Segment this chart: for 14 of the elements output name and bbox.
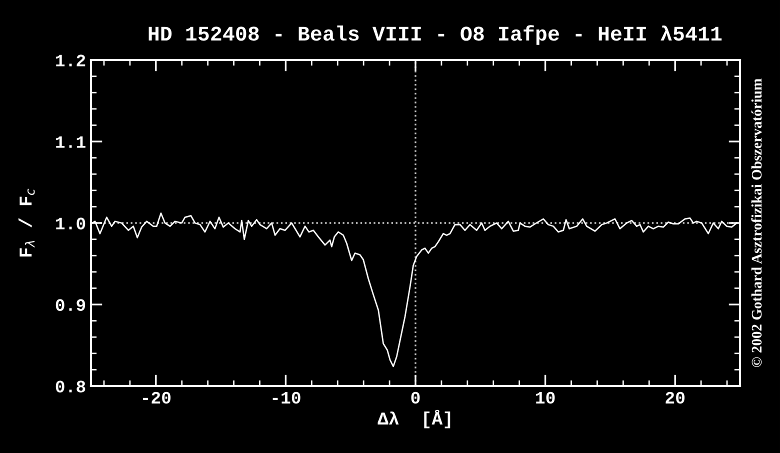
x-tick-label: -20: [143, 392, 171, 404]
y-tick-label: 1.1: [56, 136, 86, 148]
text: © 2002 Gothard Asztrofizikai Obszervatórium: [751, 78, 762, 368]
x-tick-label: 0: [411, 392, 420, 404]
y-tick-label: 0.8: [56, 380, 86, 392]
y-tick-label: 0.9: [56, 299, 86, 311]
x-tick-label: 20: [666, 392, 685, 404]
y-tick-label: 1.2: [56, 54, 86, 66]
x-tick-label: 10: [536, 392, 555, 404]
y-axis-title: F$_{λ}$ / F$_{c}$: [18, 188, 35, 257]
x-tick-label: -10: [272, 392, 300, 404]
x-axis-title: Δλ [Å]: [378, 410, 450, 428]
chart-title: HD 152408 - Beals VIII - O8 Iafpe - HeII λ5411: [148, 25, 722, 45]
y-tick-label: 1.0: [56, 218, 86, 230]
